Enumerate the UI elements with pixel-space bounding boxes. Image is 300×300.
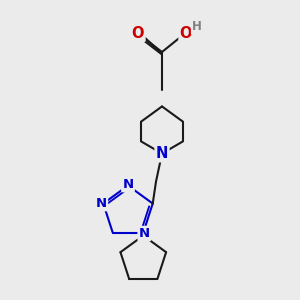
Text: N: N bbox=[122, 178, 134, 191]
Text: O: O bbox=[132, 26, 144, 40]
Text: O: O bbox=[180, 26, 192, 40]
Text: H: H bbox=[192, 20, 202, 34]
Text: N: N bbox=[96, 197, 107, 210]
Text: N: N bbox=[139, 227, 150, 240]
Text: N: N bbox=[156, 146, 168, 161]
